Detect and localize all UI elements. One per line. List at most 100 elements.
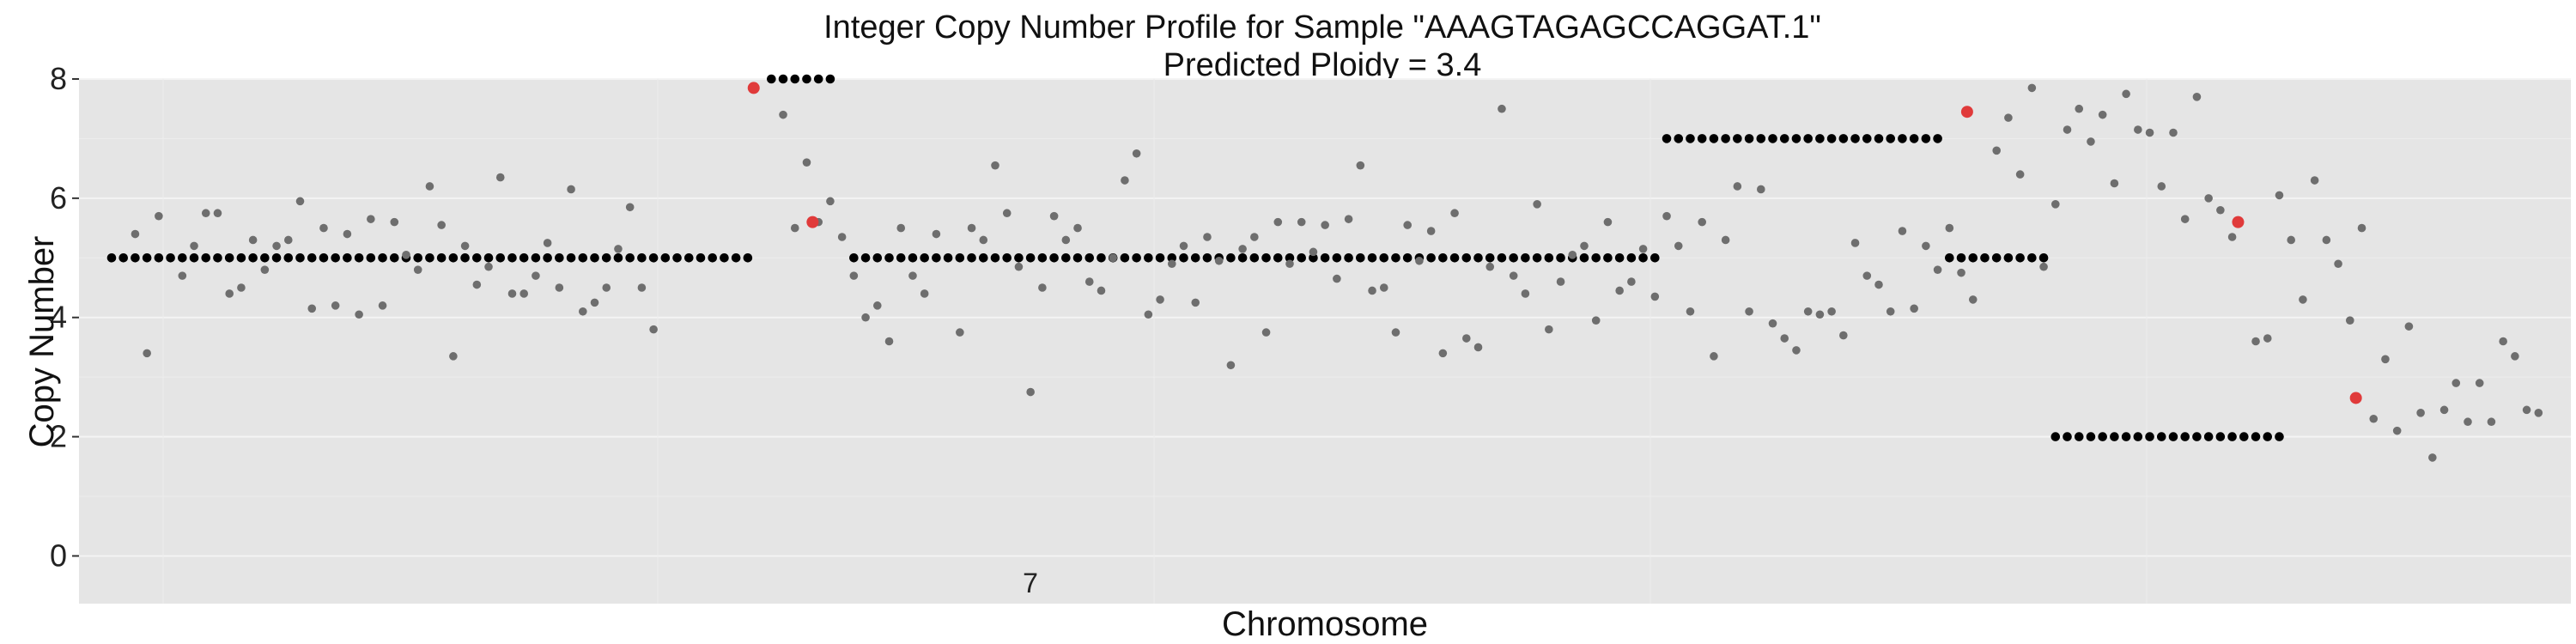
segment-point (990, 252, 1000, 263)
observed-point (802, 158, 811, 167)
observed-point (2381, 355, 2390, 364)
segment-point (566, 252, 576, 263)
observed-point (2169, 128, 2178, 137)
segment-point (731, 252, 741, 263)
observed-point (1321, 221, 1329, 229)
segment-point (648, 252, 659, 263)
observed-point (967, 223, 976, 233)
segment-point (2074, 432, 2084, 441)
observed-point (190, 241, 198, 251)
observed-point (2039, 262, 2048, 271)
segment-point (271, 252, 282, 263)
observed-point (1556, 277, 1565, 286)
segment-point (2003, 252, 2014, 263)
observed-point (1945, 223, 1954, 233)
segment-point (1072, 252, 1083, 263)
observed-point (248, 235, 258, 245)
segment-point (331, 252, 340, 263)
segment-point (436, 252, 447, 263)
observed-point (1568, 251, 1577, 259)
observed-point (2475, 379, 2484, 387)
segment-point (813, 74, 823, 84)
segment-point (1709, 134, 1719, 143)
chromosome-labels: 7 (1023, 568, 1038, 598)
segment-point (343, 252, 352, 263)
observed-point (1850, 239, 1860, 247)
segment-point (1650, 252, 1660, 263)
segment-point (825, 74, 835, 84)
observed-point (1014, 262, 1024, 271)
observed-point (2464, 417, 2472, 427)
observed-point (2369, 414, 2379, 423)
y-tick-label: 6 (50, 180, 67, 216)
segment-point (131, 252, 140, 263)
segment-point (1898, 134, 1907, 143)
observed-point (1839, 331, 1848, 340)
segment-point (1202, 252, 1212, 263)
segment-point (1285, 252, 1295, 263)
observed-point (1803, 307, 1813, 316)
segment-point (1273, 252, 1283, 263)
observed-point (1084, 277, 1094, 286)
segment-point (2263, 432, 2273, 441)
segment-point (2203, 432, 2214, 441)
observed-point (1061, 235, 1071, 245)
segment-point (1544, 252, 1554, 263)
segment-point (2251, 432, 2261, 441)
breakpoint-points (747, 82, 2362, 404)
observed-point (1073, 223, 1082, 233)
observed-point (555, 283, 564, 292)
segment-point (1626, 252, 1637, 263)
segment-point (1862, 134, 1872, 143)
observed-point (579, 307, 587, 316)
observed-point (1780, 334, 1789, 343)
segment-point (1297, 252, 1307, 263)
segment-point (2239, 432, 2249, 441)
segment-point (1084, 252, 1095, 263)
observed-point (1333, 274, 1341, 283)
segment-point (2168, 432, 2178, 441)
observed-point (2157, 182, 2166, 191)
y-tick-label: 2 (50, 419, 67, 454)
breakpoint-point (2349, 392, 2362, 404)
observed-point (884, 337, 894, 346)
observed-point (602, 283, 611, 292)
observed-point (1674, 241, 1683, 251)
segment-point (872, 252, 883, 263)
observed-point (1874, 280, 1883, 289)
segment-point (1309, 252, 1318, 263)
observed-point (367, 215, 375, 223)
segment-point (1991, 252, 2002, 263)
segment-point (802, 74, 811, 84)
segment-point (224, 252, 234, 263)
observed-point (2522, 405, 2531, 415)
segment-point (555, 252, 564, 263)
observed-point (2404, 322, 2414, 331)
observed-point (260, 265, 270, 274)
observed-point (1368, 286, 1376, 295)
segment-point (354, 252, 364, 263)
chart-title-group: Integer Copy Number Profile for Sample "… (823, 9, 1821, 83)
observed-point (2110, 179, 2119, 188)
segment-point (1532, 252, 1542, 263)
segment-point (672, 252, 682, 263)
segment-point (1909, 134, 1919, 143)
observed-point (2322, 235, 2331, 245)
observed-point (155, 211, 163, 221)
segment-point (366, 252, 376, 263)
observed-point (2334, 259, 2342, 269)
segment-point (1662, 134, 1672, 143)
segment-point (283, 252, 294, 263)
observed-point (2275, 191, 2284, 200)
segment-point (720, 252, 729, 263)
observed-point (495, 173, 505, 182)
observed-point (284, 235, 293, 245)
observed-point (1297, 217, 1306, 227)
observed-point (449, 352, 458, 361)
observed-point (2204, 194, 2213, 203)
observed-point (201, 209, 210, 218)
observed-point (413, 265, 422, 274)
breakpoint-point (747, 82, 760, 94)
segment-point (236, 252, 246, 263)
segment-point (1025, 252, 1036, 263)
